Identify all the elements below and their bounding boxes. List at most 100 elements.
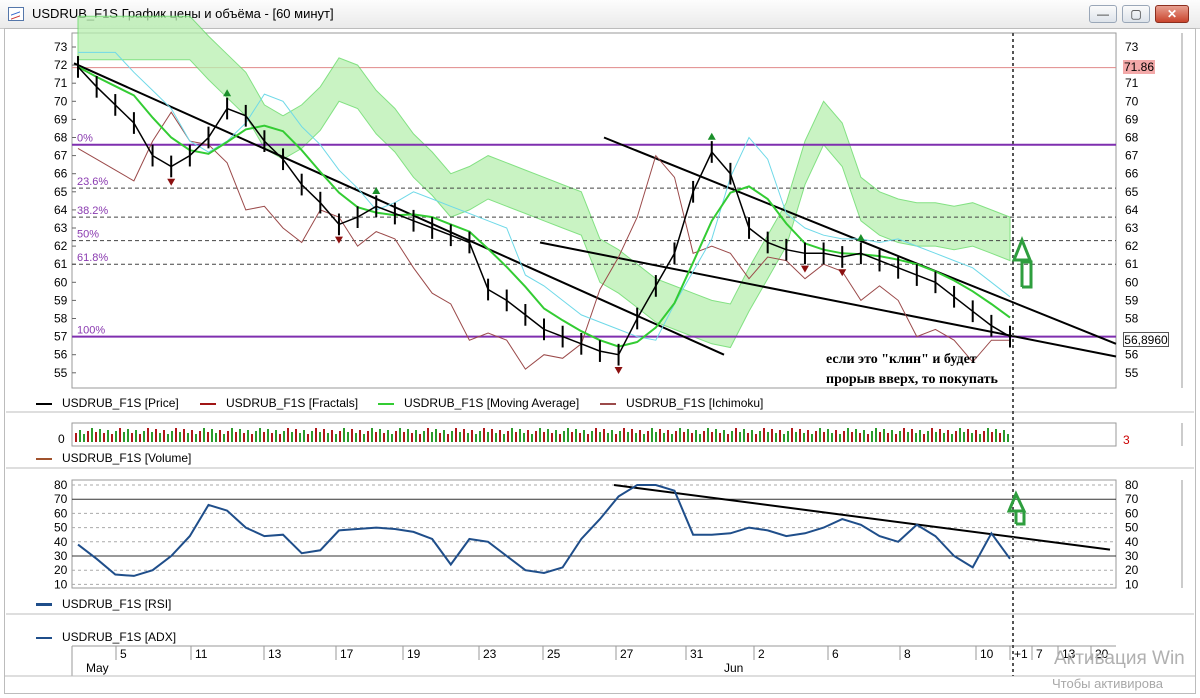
x-axis-tick: 2	[758, 647, 765, 661]
price-y-tick-right: 62	[1125, 239, 1139, 253]
price-y-tick-left: 71	[54, 76, 68, 90]
fractal-down-icon	[167, 178, 176, 186]
price-plot-area	[71, 32, 1117, 389]
ichimoku-tenkan-line	[78, 51, 1011, 341]
rsi-y-tick-right: 10	[1125, 577, 1139, 591]
price-y-tick-left: 65	[54, 185, 68, 199]
trendline-rsi	[613, 484, 1111, 551]
x-axis-tick: 17	[340, 647, 354, 661]
last-price-tag: 71.86	[1123, 60, 1155, 74]
rsi-y-tick-left: 80	[54, 478, 68, 492]
x-axis-tick: 13	[268, 647, 282, 661]
price-y-tick-left: 69	[54, 112, 68, 126]
maximize-button[interactable]: ▢	[1122, 5, 1150, 23]
fib-level-label: 38.2%	[77, 205, 108, 217]
chart-app-icon	[8, 7, 24, 21]
price-y-tick-left: 57	[54, 330, 68, 344]
price-y-tick-right: 69	[1125, 112, 1139, 126]
volume-zero-label: 0	[58, 432, 65, 446]
x-axis-tick: 7	[1036, 647, 1043, 661]
fib-level-label: 100%	[77, 325, 105, 337]
rsi-line	[77, 484, 1011, 577]
x-axis-tick: 6	[832, 647, 839, 661]
green-rsi-arrow-icon	[1006, 490, 1027, 526]
x-axis-tick: 27	[620, 647, 634, 661]
price-y-tick-left: 60	[54, 275, 68, 289]
price-y-tick-right: 56	[1125, 348, 1139, 362]
volume-value-label: 3	[1123, 433, 1130, 447]
price-y-tick-left: 66	[54, 167, 68, 181]
price-y-tick-right: 67	[1125, 149, 1139, 163]
fractal-up-icon	[707, 132, 716, 140]
price-y-tick-left: 70	[54, 94, 68, 108]
legend-fractals[interactable]: USDRUB_F1S [Fractals]	[200, 396, 358, 410]
rsi-y-tick-left: 70	[54, 492, 68, 506]
legend-price[interactable]: USDRUB_F1S [Price]	[36, 396, 179, 410]
x-axis-tick: 13	[1062, 647, 1076, 661]
rsi-y-tick-left: 30	[54, 549, 68, 563]
rsi-y-tick-left: 20	[54, 563, 68, 577]
close-button[interactable]: ✕	[1155, 5, 1189, 23]
minimize-button[interactable]: —	[1089, 5, 1117, 23]
activation-watermark-sub: Чтобы активирова	[1052, 676, 1164, 691]
ichimoku-cloud	[77, 15, 1011, 349]
x-axis-tick: 5	[120, 647, 127, 661]
x-axis-month: Jun	[724, 661, 743, 675]
fib-level-label: 0%	[77, 133, 93, 145]
price-y-tick-left: 59	[54, 293, 68, 307]
rsi-y-tick-right: 70	[1125, 492, 1139, 506]
volume-plot-area	[71, 422, 1117, 447]
rsi-y-tick-left: 10	[54, 577, 68, 591]
ichimoku-line	[77, 111, 1010, 370]
price-y-tick-left: 58	[54, 312, 68, 326]
x-axis-month: May	[86, 661, 109, 675]
wedge-annotation: если это "клин" и будет прорыв вверх, то…	[826, 350, 998, 390]
price-y-tick-right: 55	[1125, 366, 1139, 380]
fractal-up-icon	[372, 186, 381, 194]
current-price-tag: 56,8960	[1123, 332, 1169, 347]
volume-legend[interactable]: USDRUB_F1S [Volume]	[36, 451, 191, 465]
fractal-down-icon	[800, 265, 809, 273]
main-legend: USDRUB_F1S [Price] USDRUB_F1S [Fractals]…	[36, 396, 1136, 412]
price-y-tick-left: 68	[54, 131, 68, 145]
legend-ichimoku[interactable]: USDRUB_F1S [Ichimoku]	[600, 396, 763, 410]
price-y-tick-right: 61	[1125, 257, 1139, 271]
price-y-tick-right: 58	[1125, 312, 1139, 326]
chart-window-frame	[4, 28, 1196, 694]
fractal-up-icon	[856, 234, 865, 242]
legend-moving-average[interactable]: USDRUB_F1S [Moving Average]	[378, 396, 579, 410]
x-axis-tick: 31	[690, 647, 704, 661]
adx-legend[interactable]: USDRUB_F1S [ADX]	[36, 630, 176, 644]
rsi-y-tick-left: 60	[54, 506, 68, 520]
price-y-tick-right: 66	[1125, 167, 1139, 181]
price-y-tick-right: 73	[1125, 40, 1139, 54]
price-y-tick-right: 60	[1125, 275, 1139, 289]
x-axis-tick: 11	[195, 647, 208, 661]
rsi-y-tick-right: 60	[1125, 506, 1139, 520]
rsi-y-tick-right: 80	[1125, 478, 1139, 492]
x-axis-tick: 25	[547, 647, 561, 661]
x-axis-tick: 19	[407, 647, 421, 661]
price-y-tick-left: 64	[54, 203, 68, 217]
rsi-y-tick-right: 50	[1125, 521, 1139, 535]
fractal-down-icon	[838, 269, 847, 277]
fractal-up-icon	[223, 89, 232, 97]
x-axis-tick: 10	[980, 647, 994, 661]
price-y-tick-right: 64	[1125, 203, 1139, 217]
price-y-tick-right: 68	[1125, 131, 1139, 145]
price-y-tick-right: 63	[1125, 221, 1139, 235]
rsi-y-tick-right: 30	[1125, 549, 1139, 563]
green-breakout-arrow-icon	[1011, 235, 1033, 289]
x-axis-tick: 8	[904, 647, 911, 661]
price-y-tick-right: 59	[1125, 293, 1139, 307]
x-axis-tick: 20	[1095, 647, 1109, 661]
rsi-plot-area	[71, 479, 1117, 589]
rsi-legend[interactable]: USDRUB_F1S [RSI]	[36, 597, 171, 611]
fractal-down-icon	[614, 366, 623, 374]
fib-level-label: 61.8%	[77, 252, 108, 264]
price-y-tick-right: 71	[1125, 76, 1139, 90]
price-y-tick-left: 55	[54, 366, 68, 380]
fib-level-label: 23.6%	[77, 176, 108, 188]
rsi-y-tick-left: 40	[54, 535, 68, 549]
